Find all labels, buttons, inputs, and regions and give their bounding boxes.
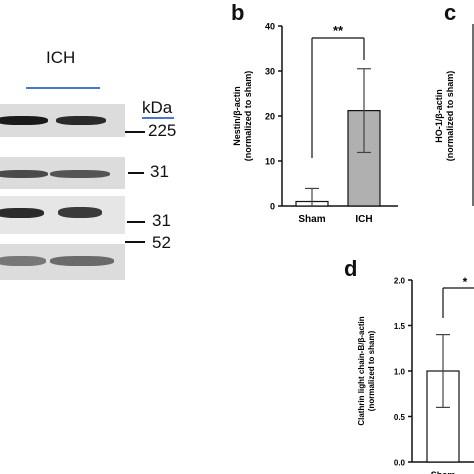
y-axis-label: Nestin/β-actin(normalized to sham) <box>232 71 253 162</box>
panel-letter-d: d <box>344 256 358 281</box>
x-category-label: Sham <box>431 470 456 474</box>
y-tick-label: 2.0 <box>394 277 406 286</box>
significance-marker: ** <box>333 23 344 38</box>
chart-ho1: HO-1/β-actin(normalized to sham) <box>434 24 474 206</box>
marker-tick <box>125 131 145 133</box>
blot-strip-clathrin <box>0 196 125 234</box>
blot-group-label: ICH <box>46 48 76 67</box>
y-axis-label: HO-1/β-actin(normalized to sham) <box>434 71 455 162</box>
y-tick-label: 10 <box>265 157 275 167</box>
y-tick-label: 0 <box>270 202 275 212</box>
panel-letter-c: c <box>444 0 457 25</box>
chart-clathrin: 0.0 0.5 1.0 1.5 2.0 Sham Clathrin light chain-… <box>357 275 474 474</box>
y-tick-label: 0.0 <box>394 459 406 468</box>
y-tick-label: 1.0 <box>394 368 406 377</box>
blot-strip-nestin <box>0 104 125 137</box>
y-tick-label: 0.5 <box>394 413 406 422</box>
y-tick-label: 30 <box>265 67 275 77</box>
blot-unit-label: kDa <box>142 98 173 117</box>
marker-tick <box>127 221 145 223</box>
marker-52: 52 <box>152 233 171 252</box>
significance-marker: * <box>463 275 468 289</box>
chart-nestin: 0 10 20 30 40 Sham ICH Nestin/β-actin(normalize… <box>232 22 398 225</box>
y-tick-label: 40 <box>265 22 275 32</box>
x-category-label: Sham <box>298 214 325 225</box>
marker-31-b: 31 <box>152 211 171 230</box>
blot-strip-actin <box>0 244 125 280</box>
blot-unit-underline <box>142 117 174 119</box>
x-category-label: ICH <box>355 214 372 225</box>
marker-225: 225 <box>148 121 177 140</box>
marker-tick <box>128 172 144 174</box>
marker-31-a: 31 <box>150 162 169 181</box>
marker-tick <box>125 241 145 243</box>
y-tick-label: 20 <box>265 112 275 122</box>
blot-strip-ho1 <box>0 157 125 189</box>
blot-group-underline <box>26 87 100 89</box>
y-tick-label: 1.5 <box>394 322 406 331</box>
y-axis-label: Clathrin light chain-B/β-actin(normalize… <box>357 316 376 425</box>
panel-letter-b: b <box>231 0 245 25</box>
